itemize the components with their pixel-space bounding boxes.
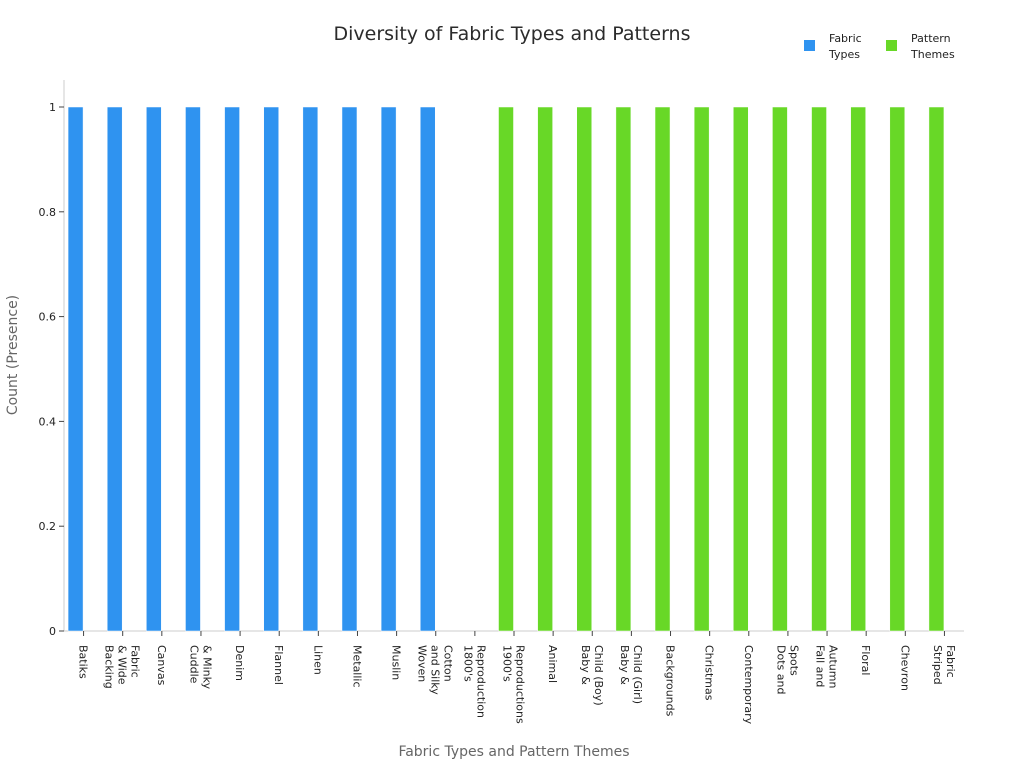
- x-tick-label-line: & Minky: [200, 645, 213, 690]
- bar-fabric-types: [341, 106, 358, 632]
- x-tick-label: Linen: [311, 645, 324, 675]
- x-tick-label-line: Denim: [233, 645, 246, 681]
- x-tick-label-line: Linen: [311, 645, 324, 675]
- bar-pattern-themes: [811, 106, 827, 632]
- x-tick-label-line: Backgrounds: [664, 645, 677, 717]
- x-tick-label: Christmas: [703, 645, 716, 701]
- y-axis-title: Count (Presence): [5, 295, 21, 415]
- x-tick-label: 1800's Reproduction: [461, 645, 487, 718]
- x-tick-label: Backgrounds: [664, 645, 677, 717]
- legend-label: Fabric: [829, 32, 862, 45]
- legend-swatch: [886, 40, 897, 51]
- x-tick-label-line: Woven: [416, 645, 429, 682]
- x-tick-label-line: Child (Boy): [592, 645, 605, 706]
- bar-pattern-themes: [498, 106, 514, 632]
- bar-pattern-themes: [654, 106, 671, 632]
- x-tick-label-line: Metallic: [350, 645, 363, 688]
- x-tick-label: Woven and Silky Cotton: [416, 645, 455, 695]
- x-tick-label-line: Contemporary: [742, 645, 755, 725]
- legend-label: Types: [828, 48, 860, 61]
- x-tick-label: Denim: [233, 645, 246, 681]
- x-tick-label-line: Baby &: [618, 645, 631, 685]
- legend: Fabric Types Pattern Themes: [804, 32, 955, 61]
- x-tick-label-line: Christmas: [703, 645, 716, 701]
- x-tick-label-line: Baby &: [579, 645, 592, 685]
- x-tick-label-line: 1800's: [461, 645, 474, 682]
- x-tick-label-line: Chevron: [898, 645, 911, 691]
- x-tick-label: Fall and Autumn: [814, 645, 840, 688]
- y-tick-label: 0.6: [39, 311, 57, 324]
- bar-pattern-themes: [615, 106, 632, 632]
- y-tick-label: 0: [49, 625, 56, 638]
- chart-title: Diversity of Fabric Types and Patterns: [333, 23, 690, 45]
- x-tick-label: Floral: [859, 645, 872, 675]
- y-tick-label: 0.2: [39, 520, 57, 533]
- x-axis-title: Fabric Types and Pattern Themes: [398, 744, 629, 760]
- bar-fabric-types: [146, 106, 162, 632]
- x-tick-label-line: Cotton: [442, 645, 455, 682]
- x-tick-label: Animal: [546, 645, 559, 683]
- x-tick-label: Backing & Wide Fabric: [103, 645, 142, 689]
- x-tick-label-line: Muslin: [390, 645, 403, 680]
- bar-fabric-types: [302, 106, 319, 632]
- x-tick-label-line: Canvas: [155, 645, 168, 686]
- x-tick-label-line: Child (Girl): [631, 645, 644, 704]
- x-tick-label-line: Reproduction: [474, 645, 487, 718]
- x-tick-label-line: Fabric: [944, 645, 957, 678]
- legend-label: Pattern: [911, 32, 951, 45]
- x-tick-label-line: and Silky: [429, 645, 442, 695]
- x-tick-label-line: & Wide: [116, 645, 129, 685]
- legend-label: Themes: [910, 48, 955, 61]
- bar-pattern-themes: [850, 106, 866, 632]
- x-tick-label-line: Dots and: [774, 645, 787, 694]
- y-tick-label: 1: [49, 101, 56, 114]
- x-tick-label-line: Backing: [103, 645, 116, 689]
- x-tick-label-line: Flannel: [272, 645, 285, 685]
- x-tick-label-line: Fabric: [129, 645, 142, 678]
- x-tick-label: Batiks: [77, 645, 90, 679]
- x-tick-label: Metallic: [350, 645, 363, 688]
- x-tick-label: Contemporary: [742, 645, 755, 725]
- y-tick-label: 0.8: [39, 206, 57, 219]
- x-tick-label-line: Autumn: [827, 645, 840, 688]
- bar-pattern-themes: [733, 106, 749, 632]
- x-tick-label-line: Animal: [546, 645, 559, 683]
- bar-fabric-types: [185, 106, 201, 632]
- bar-pattern-themes: [772, 106, 788, 632]
- x-tick-label-line: Cuddle: [187, 645, 200, 684]
- x-tick-label: Flannel: [272, 645, 285, 685]
- x-tick-label: Muslin: [390, 645, 403, 680]
- x-tick-label: Canvas: [155, 645, 168, 686]
- x-tick-label-line: Striped: [931, 645, 944, 685]
- x-tick-label-line: Spots: [787, 645, 800, 676]
- x-tick-label: Dots and Spots: [774, 645, 800, 694]
- x-tick-label-line: Fall and: [814, 645, 827, 687]
- x-tick-label: 1900's Reproductions: [501, 645, 527, 724]
- bar-pattern-themes: [928, 106, 945, 632]
- y-tick-label: 0.4: [39, 415, 57, 428]
- x-tick-label-line: Batiks: [77, 645, 90, 679]
- bar-fabric-types: [263, 106, 279, 632]
- x-tick-label-line: 1900's: [501, 645, 514, 682]
- bar-fabric-types: [106, 106, 123, 632]
- bar-pattern-themes: [537, 106, 553, 632]
- x-tick-label: Baby & Child (Girl): [618, 645, 644, 704]
- legend-swatch: [804, 40, 815, 51]
- x-tick-label: Baby & Child (Boy): [579, 645, 605, 706]
- x-tick-label: Cuddle & Minky: [187, 645, 213, 690]
- x-tick-label: Chevron: [898, 645, 911, 691]
- bar-fabric-types: [67, 106, 84, 632]
- bar-pattern-themes: [693, 106, 710, 632]
- x-tick-label-line: Floral: [859, 645, 872, 675]
- bar-pattern-themes: [576, 106, 593, 632]
- bar-pattern-themes: [889, 106, 906, 632]
- bar-fabric-types: [224, 106, 240, 632]
- bar-fabric-types: [419, 106, 436, 632]
- bar-fabric-types: [380, 106, 397, 632]
- x-tick-label-line: Reproductions: [514, 645, 527, 724]
- x-tick-label: Striped Fabric: [931, 645, 957, 685]
